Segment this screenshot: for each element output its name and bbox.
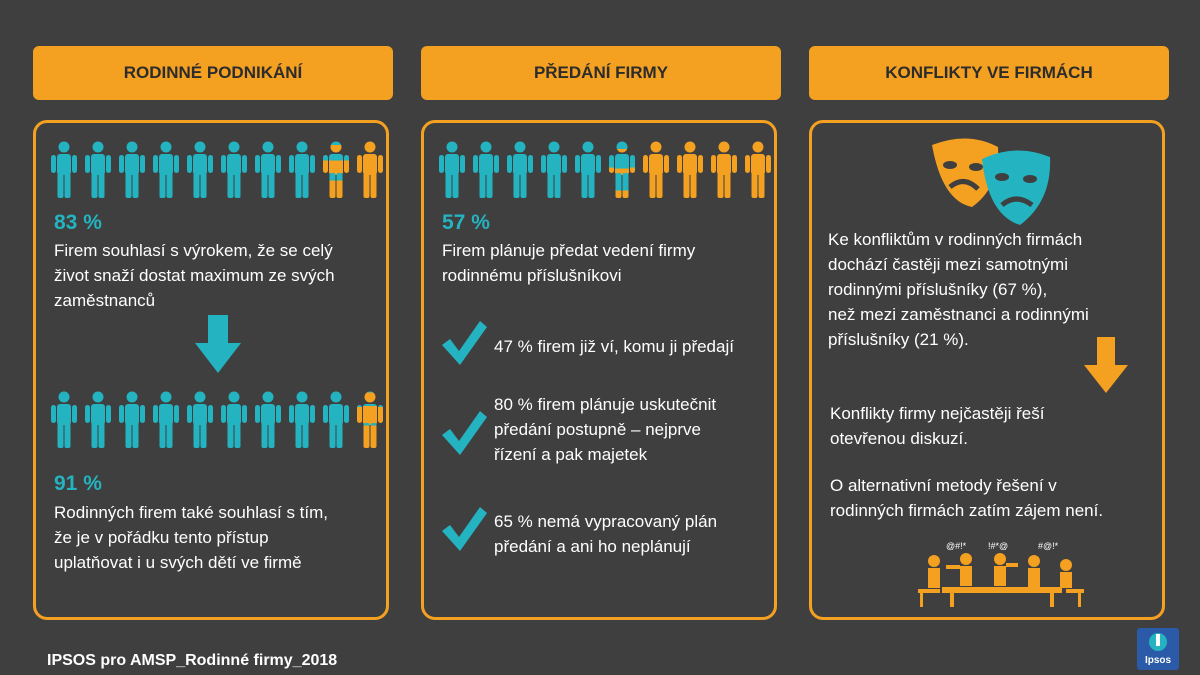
- people-row-91: [50, 391, 390, 449]
- person-icon: [609, 141, 635, 198]
- text-line: Ke konfliktům v rodinných firmách: [828, 230, 1083, 249]
- people-row-83: [50, 141, 390, 199]
- text-line: že je v pořádku tento přístup: [54, 528, 269, 547]
- person-icon: [323, 391, 349, 448]
- person-icon: [153, 141, 179, 198]
- checkmark-icon: [442, 507, 487, 551]
- panel-konflikty: Ke konfliktům v rodinných firmách docház…: [809, 120, 1165, 620]
- person-icon: [643, 141, 669, 198]
- text-line: dochází častěji mezi samotnými: [828, 255, 1068, 274]
- person-icon: [357, 141, 383, 198]
- stat-91-text: Rodinných firem také souhlasí s tím, že …: [54, 500, 384, 575]
- person-icon: [119, 141, 145, 198]
- person-icon: [473, 141, 499, 198]
- person-icon: [711, 141, 737, 198]
- text-line: život snaží dostat maximum ze svých: [54, 266, 335, 285]
- text-line: otevřenou diskuzí.: [830, 429, 968, 448]
- arguing-people-icon: [918, 553, 1084, 607]
- text-line: předání a ani ho neplánují: [494, 537, 691, 556]
- header-konflikty: KONFLIKTY VE FIRMÁCH: [809, 46, 1169, 100]
- person-icon: [221, 141, 247, 198]
- header-label: PŘEDÁNÍ FIRMY: [533, 63, 669, 82]
- header-rodinne-podnikani: RODINNÉ PODNIKÁNÍ: [33, 46, 393, 100]
- conflict-text-1: Ke konfliktům v rodinných firmách docház…: [828, 227, 1158, 352]
- person-icon: [289, 141, 315, 198]
- person-icon: [357, 391, 383, 448]
- people-row-57: [438, 141, 778, 199]
- text-line: Firem souhlasí s výrokem, že se celý: [54, 241, 333, 260]
- panel-predani-firmy: 57 % Firem plánuje předat vedení firmy r…: [421, 120, 777, 620]
- person-icon: [119, 391, 145, 448]
- person-icon: [221, 391, 247, 448]
- stat-57-text: Firem plánuje předat vedení firmy rodinn…: [442, 238, 772, 288]
- ipsos-logo-mark: [1149, 633, 1167, 651]
- stat-91-value: 91 %: [54, 472, 102, 495]
- stat-57-value: 57 %: [442, 211, 490, 234]
- text-line: rodinných firmách zatím zájem není.: [830, 501, 1104, 520]
- arrow-down-icon: [195, 315, 241, 373]
- swear-bubble: @#!*: [946, 541, 967, 551]
- person-icon: [85, 141, 111, 198]
- person-icon: [255, 141, 281, 198]
- person-icon: [575, 141, 601, 198]
- text-line: O alternativní metody řešení v: [830, 476, 1057, 495]
- person-icon: [187, 391, 213, 448]
- panel-rodinne-podnikani: 83 % Firem souhlasí s výrokem, že se cel…: [33, 120, 389, 620]
- text-line: rodinnými příslušníky (67 %),: [828, 280, 1048, 299]
- check-item-text: 80 % firem plánuje uskutečnit předání po…: [494, 392, 774, 467]
- person-icon: [507, 141, 533, 198]
- text-line: Rodinných firem také souhlasí s tím,: [54, 503, 329, 522]
- checkmark-icon: [442, 411, 487, 455]
- theater-masks-icon: [932, 138, 1051, 225]
- person-icon: [323, 141, 349, 198]
- text-line: zaměstnanců: [54, 291, 156, 310]
- person-icon: [677, 141, 703, 198]
- check-item-text: 47 % firem již ví, komu ji předají: [494, 334, 774, 359]
- header-label: KONFLIKTY VE FIRMÁCH: [885, 63, 1093, 82]
- swear-bubble: #@!*: [1038, 541, 1059, 551]
- text-line: 65 % nemá vypracovaný plán: [494, 512, 718, 531]
- person-icon: [745, 141, 771, 198]
- header-predani-firmy: PŘEDÁNÍ FIRMY: [421, 46, 781, 100]
- person-icon: [439, 141, 465, 198]
- person-icon: [255, 391, 281, 448]
- stat-83-text: Firem souhlasí s výrokem, že se celý živ…: [54, 238, 384, 313]
- text-line: předání postupně – nejprve: [494, 420, 701, 439]
- text-line: řízení a pak majetek: [494, 445, 648, 464]
- text-line: Firem plánuje předat vedení firmy: [442, 241, 696, 260]
- swear-bubble: !#*@: [988, 541, 1009, 551]
- person-icon: [187, 141, 213, 198]
- header-label: RODINNÉ PODNIKÁNÍ: [123, 63, 303, 82]
- arrow-down-icon: [1084, 337, 1128, 393]
- text-line: 80 % firem plánuje uskutečnit: [494, 395, 717, 414]
- text-line: Konflikty firmy nejčastěji řeší: [830, 404, 1045, 423]
- ipsos-logo-text: Ipsos: [1144, 655, 1172, 666]
- checkmark-icon: [442, 321, 487, 365]
- person-icon: [541, 141, 567, 198]
- text-line: 47 % firem již ví, komu ji předají: [494, 337, 734, 356]
- person-icon: [153, 391, 179, 448]
- text-line: uplatňovat i u svých dětí ve firmě: [54, 553, 302, 572]
- text-line: příslušníky (21 %).: [828, 330, 969, 349]
- person-icon: [85, 391, 111, 448]
- check-item-text: 65 % nemá vypracovaný plán předání a ani…: [494, 509, 774, 559]
- person-icon: [51, 141, 77, 198]
- ipsos-logo: Ipsos: [1137, 628, 1179, 670]
- person-icon: [289, 391, 315, 448]
- text-line: než mezi zaměstnanci a rodinnými: [828, 305, 1089, 324]
- footer-source: IPSOS pro AMSP_Rodinné firmy_2018: [47, 652, 338, 669]
- person-icon: [51, 391, 77, 448]
- text-line: rodinnému příslušníkovi: [442, 266, 622, 285]
- conflict-text-2: Konflikty firmy nejčastěji řeší otevřeno…: [830, 401, 1160, 451]
- conflict-text-3: O alternativní metody řešení v rodinných…: [830, 473, 1160, 523]
- stat-83-value: 83 %: [54, 211, 102, 234]
